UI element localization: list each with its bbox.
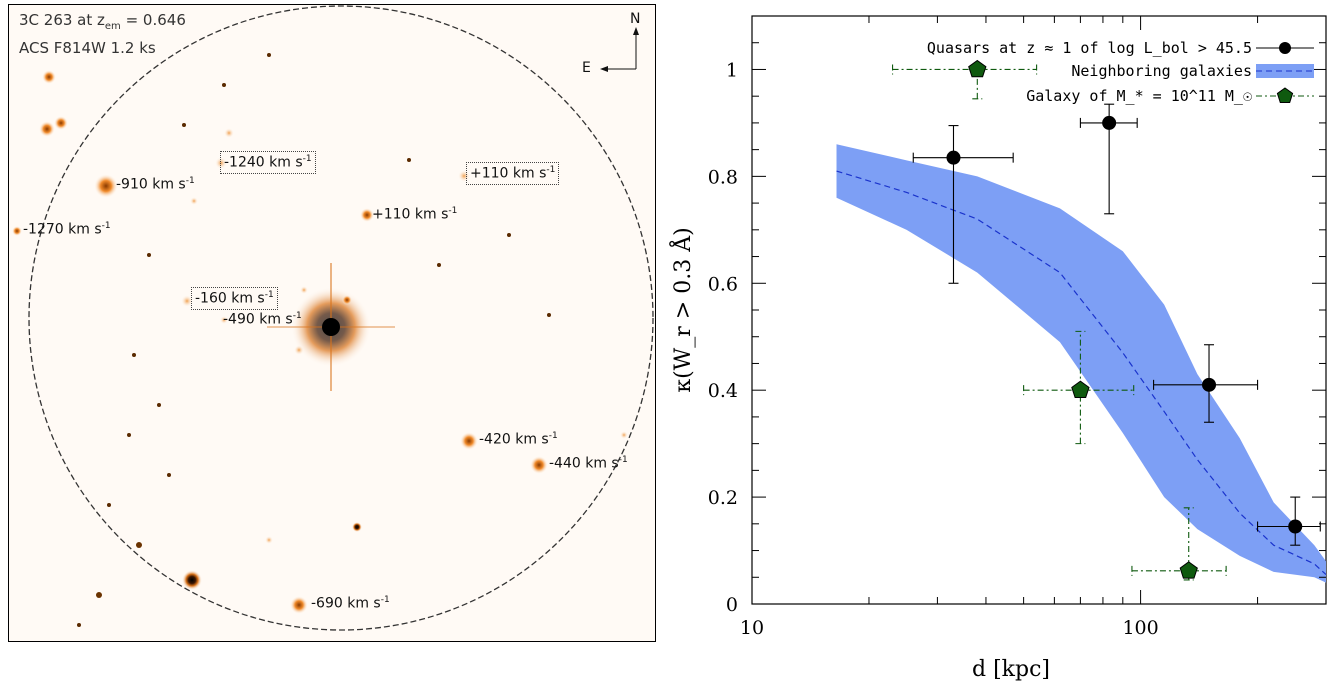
y-tick-label: 0.8 <box>708 166 738 188</box>
legend-swatch-marker <box>1276 87 1294 103</box>
legend-swatch-marker <box>1279 42 1291 54</box>
image-title-text: 3C 263 at z <box>19 11 105 29</box>
galaxy-marker <box>1179 561 1198 579</box>
y-tick-label: 1 <box>726 59 738 81</box>
compass-north: N <box>630 11 641 27</box>
legend-label: Quasars at z ≈ 1 of log L_bol > 45.5 <box>927 39 1252 57</box>
galaxy-marker <box>968 59 987 78</box>
compass-east: E <box>582 60 591 76</box>
velocity-label: +110 km s-1 <box>466 162 560 185</box>
y-tick-label: 0.2 <box>708 487 738 509</box>
image-subtitle: ACS F814W 1.2 ks <box>19 39 156 57</box>
hst-image-panel: 3C 263 at zem = 0.646 ACS F814W 1.2 ks N… <box>8 4 656 642</box>
velocity-label: -160 km s-1 <box>191 287 278 310</box>
y-tick-label: 0.4 <box>708 380 738 402</box>
x-tick-label: 100 <box>1122 617 1158 639</box>
quasar-marker <box>946 150 961 165</box>
neighbor-galaxies-band <box>836 144 1326 583</box>
image-title-sub: em <box>104 21 121 32</box>
galaxy-marker <box>1071 380 1090 398</box>
velocity-label: -1240 km s-1 <box>220 151 316 174</box>
x-tick-label: 10 <box>740 617 764 639</box>
velocity-label: -440 km s-1 <box>549 455 628 472</box>
field-of-view-circle <box>28 5 654 631</box>
velocity-label: -420 km s-1 <box>479 431 558 448</box>
velocity-label: -910 km s-1 <box>116 176 195 193</box>
quasar-marker <box>1102 115 1117 130</box>
quasar-marker <box>1288 519 1303 534</box>
legend-swatch-band <box>1256 64 1314 78</box>
legend-label: Neighboring galaxies <box>1071 62 1252 80</box>
legend-label: Galaxy of M_* = 10^11 M_☉ <box>1026 87 1252 105</box>
x-axis-title: d [kpc] <box>972 657 1050 682</box>
image-title-value: = 0.646 <box>120 11 186 29</box>
quasar-marker <box>1202 377 1217 392</box>
velocity-label: -690 km s-1 <box>311 595 390 612</box>
y-tick-label: 0 <box>726 594 738 616</box>
kappa-vs-distance-chart: 10 100 0 0.2 0.4 0.6 0.8 1 d [kpc] κ(W_r > 0.3 Å)… <box>668 15 1327 682</box>
hst-image <box>12 5 654 631</box>
quasar-3c263 <box>322 318 340 336</box>
y-axis-title: κ(W_r > 0.3 Å) <box>668 227 696 392</box>
y-tick-label: 0.6 <box>708 273 738 295</box>
velocity-label: -490 km s-1 <box>223 311 302 328</box>
image-title: 3C 263 at zem = 0.646 <box>19 11 186 32</box>
velocity-label: -1270 km s-1 <box>23 221 111 238</box>
velocity-label: +110 km s-1 <box>372 206 458 223</box>
